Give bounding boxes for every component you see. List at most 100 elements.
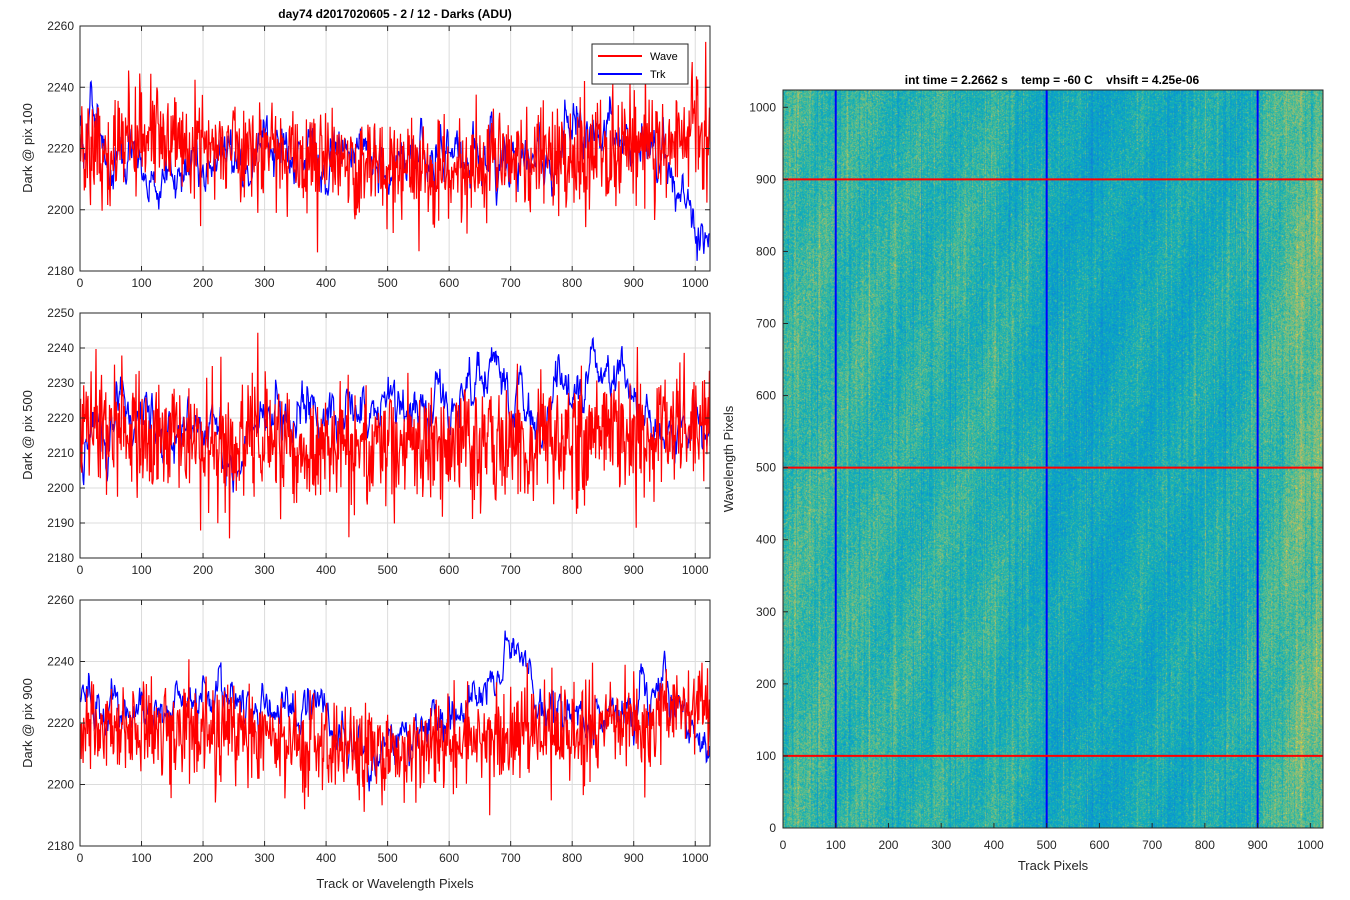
- panel-pix-100: 0 100 200 300 400 500 600 700 800 900 1000 2180 2200…: [20, 19, 711, 290]
- x-tick-label: 1000: [682, 851, 709, 865]
- y-tick-label: 2240: [47, 80, 74, 94]
- panel-pix-900: 0 100 200 300 400 500 600 700 800 900 1000 2180 2200…: [20, 593, 711, 891]
- x-tick-label: 800: [562, 851, 582, 865]
- x-tick-label: 200: [193, 563, 213, 577]
- data-lines: [80, 630, 710, 816]
- x-tick-label: 600: [439, 851, 459, 865]
- axis-ticks: 0 100 200 300 400 500 600 700 800 900 1000 2180 2190…: [47, 306, 710, 577]
- y-tick-label: 300: [756, 605, 776, 619]
- x-tick-label: 700: [501, 851, 521, 865]
- y-tick-label: 1000: [749, 100, 776, 114]
- series-line-wave: [80, 332, 710, 539]
- x-tick-label: 0: [780, 838, 787, 852]
- x-tick-label: 800: [1195, 838, 1215, 852]
- x-tick-label: 800: [562, 563, 582, 577]
- x-tick-label: 200: [193, 276, 213, 290]
- axis-ticks: 0 100 200 300 400 500 600 700 800 900 1000 2180 2200…: [47, 593, 710, 865]
- x-tick-label: 900: [1248, 838, 1268, 852]
- y-axis-label: Dark @ pix 500: [20, 390, 35, 480]
- plot-frame: [79, 25, 711, 272]
- x-tick-label: 200: [193, 851, 213, 865]
- plot-frame: [79, 312, 711, 559]
- y-tick-label: 900: [756, 172, 776, 186]
- x-tick-label: 400: [316, 851, 336, 865]
- plot-frame: [782, 89, 1324, 829]
- y-tick-label: 400: [756, 533, 776, 547]
- x-tick-label: 400: [316, 276, 336, 290]
- x-tick-label: 1000: [682, 276, 709, 290]
- series-line-wave: [80, 659, 710, 816]
- x-tick-label: 500: [1037, 838, 1057, 852]
- x-tick-label: 200: [878, 838, 898, 852]
- heatmap-title: int time = 2.2662 s temp = -60 C vhsift …: [905, 73, 1200, 87]
- y-tick-label: 2250: [47, 306, 74, 320]
- legend-wave-label: Wave: [650, 51, 678, 63]
- x-tick-label: 700: [1142, 838, 1162, 852]
- panel-pix-500: 0 100 200 300 400 500 600 700 800 900 1000 2180 2190…: [20, 306, 711, 577]
- x-tick-label: 400: [316, 563, 336, 577]
- plot-frame: [79, 599, 711, 847]
- y-tick-label: 800: [756, 244, 776, 258]
- y-tick-label: 2190: [47, 516, 74, 530]
- heatmap-image: [783, 90, 1323, 828]
- y-tick-label: 2220: [47, 716, 74, 730]
- legend-box: [591, 43, 689, 85]
- y-tick-label: 2260: [47, 19, 74, 33]
- x-tick-label: 0: [77, 276, 84, 290]
- y-tick-label: 2220: [47, 142, 74, 156]
- y-tick-label: 2240: [47, 655, 74, 669]
- y-tick-label: 500: [756, 461, 776, 475]
- x-tick-label: 600: [439, 563, 459, 577]
- x-tick-label: 0: [77, 851, 84, 865]
- x-tick-label: 500: [378, 563, 398, 577]
- axis-ticks: 0 100 200 300 400 500 600 700 800 900 1000 0 100 200 3…: [749, 100, 1324, 852]
- y-tick-label: 2260: [47, 593, 74, 607]
- y-axis-label: Dark @ pix 900: [20, 678, 35, 768]
- x-tick-label: 600: [439, 276, 459, 290]
- y-tick-label: 2230: [47, 376, 74, 390]
- x-tick-label: 1000: [1297, 838, 1324, 852]
- x-tick-label: 0: [77, 563, 84, 577]
- x-tick-label: 500: [378, 851, 398, 865]
- y-tick-label: 2180: [47, 551, 74, 565]
- heatmap-panel: int time = 2.2662 s temp = -60 C vhsift …: [721, 73, 1324, 873]
- x-tick-label: 800: [562, 276, 582, 290]
- series-line-wave: [80, 41, 710, 253]
- x-tick-label: 100: [826, 838, 846, 852]
- x-tick-label: 400: [984, 838, 1004, 852]
- x-axis-label: Track or Wavelength Pixels: [316, 876, 474, 891]
- y-tick-label: 0: [769, 821, 776, 835]
- data-lines: [80, 332, 710, 539]
- x-tick-label: 300: [255, 276, 275, 290]
- legend-trk-label: Trk: [650, 69, 666, 81]
- x-tick-label: 600: [1089, 838, 1109, 852]
- heatmap-markers: [783, 90, 1323, 828]
- y-tick-label: 200: [756, 677, 776, 691]
- y-axis-label: Dark @ pix 100: [20, 103, 35, 193]
- y-tick-label: 2200: [47, 203, 74, 217]
- data-lines: [80, 41, 710, 261]
- figure-title: day74 d2017020605 - 2 / 12 - Darks (ADU): [278, 7, 511, 21]
- x-tick-label: 300: [931, 838, 951, 852]
- y-tick-label: 2240: [47, 341, 74, 355]
- x-tick-label: 300: [255, 851, 275, 865]
- x-tick-label: 100: [132, 563, 152, 577]
- y-tick-label: 2220: [47, 411, 74, 425]
- x-tick-label: 900: [624, 851, 644, 865]
- x-axis-label: Track Pixels: [1018, 858, 1089, 873]
- y-tick-label: 2180: [47, 264, 74, 278]
- x-tick-label: 1000: [682, 563, 709, 577]
- x-tick-label: 700: [501, 563, 521, 577]
- x-tick-label: 900: [624, 276, 644, 290]
- x-tick-label: 300: [255, 563, 275, 577]
- y-tick-label: 600: [756, 389, 776, 403]
- x-tick-label: 100: [132, 276, 152, 290]
- y-tick-label: 2200: [47, 778, 74, 792]
- x-tick-label: 100: [132, 851, 152, 865]
- x-tick-label: 900: [624, 563, 644, 577]
- x-tick-label: 700: [501, 276, 521, 290]
- y-tick-label: 2210: [47, 446, 74, 460]
- y-tick-label: 2200: [47, 481, 74, 495]
- x-tick-label: 500: [378, 276, 398, 290]
- y-tick-label: 2180: [47, 839, 74, 853]
